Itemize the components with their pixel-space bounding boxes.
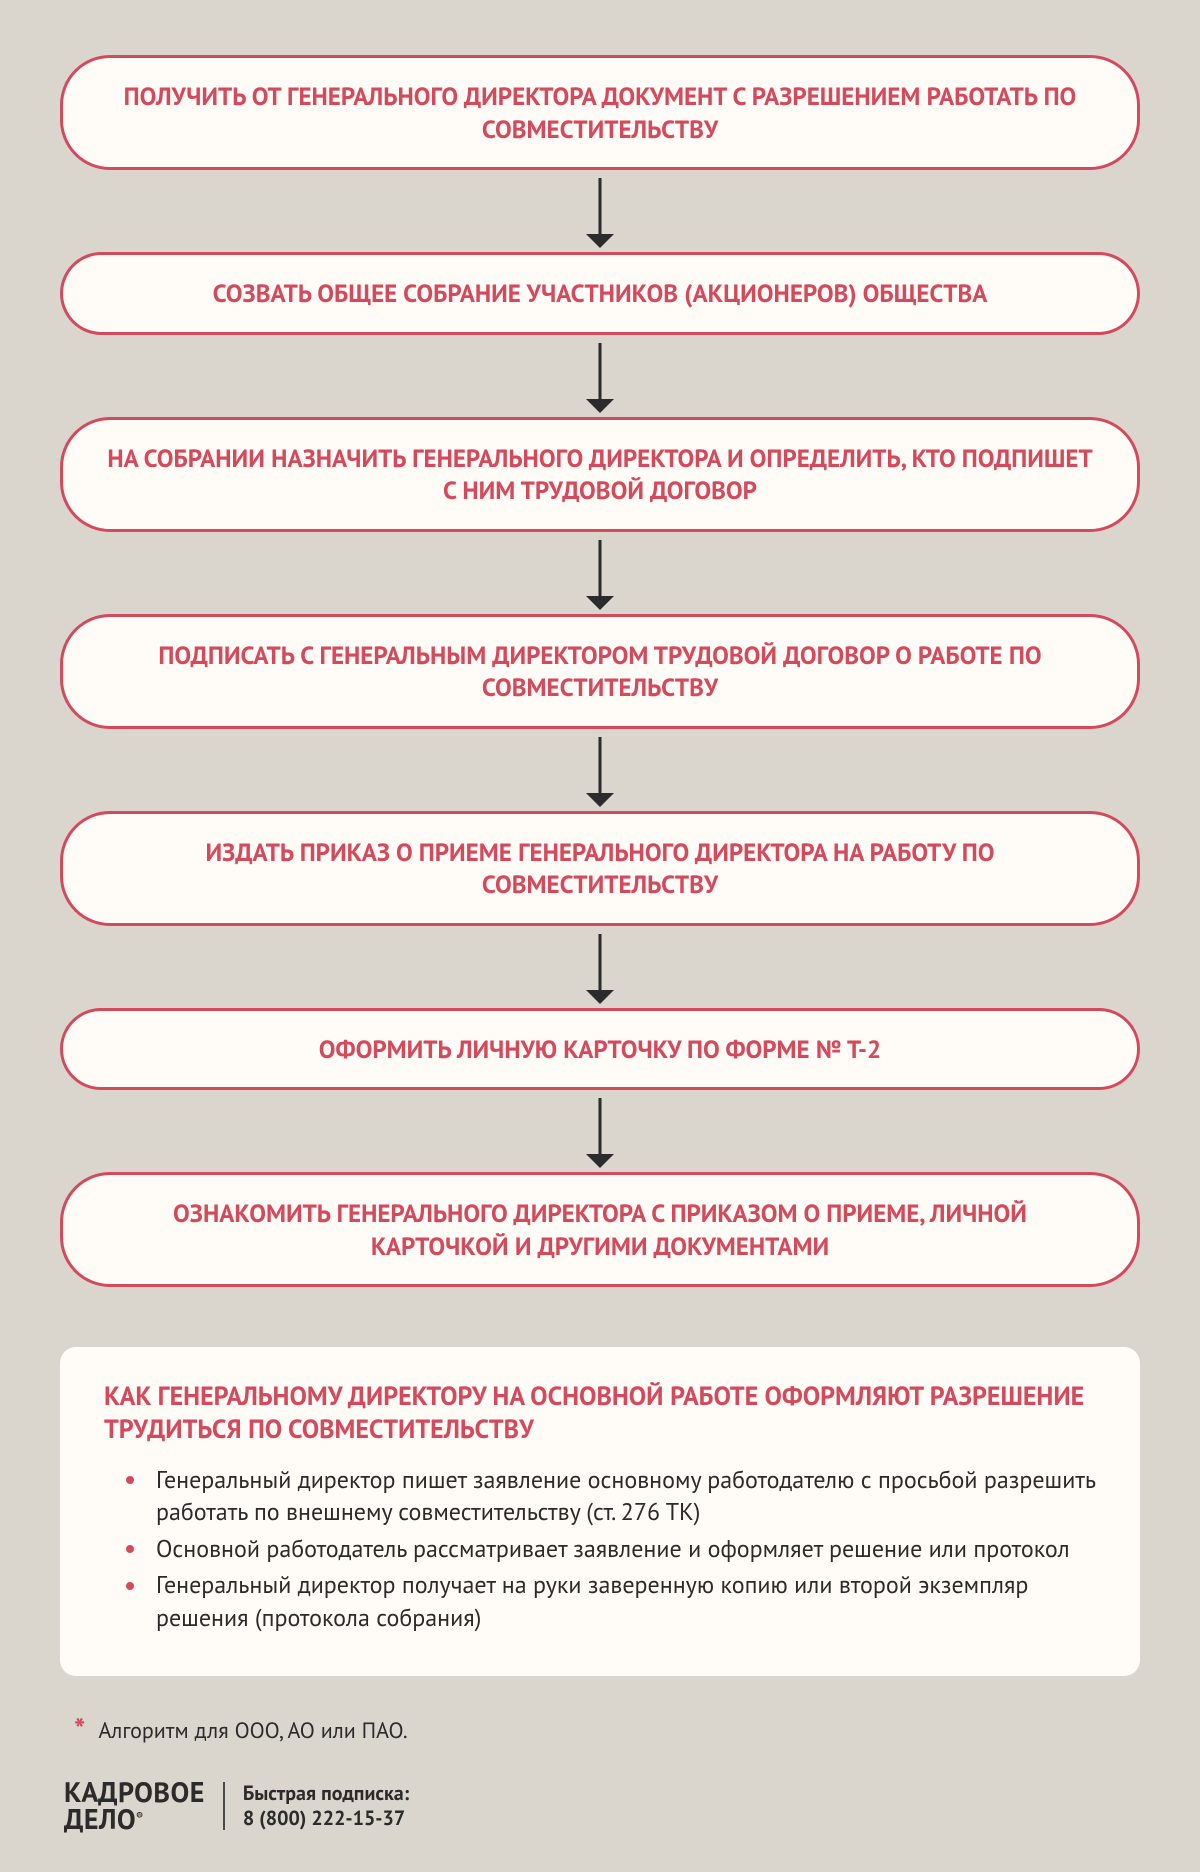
flow-step: ПОЛУЧИТЬ ОТ ГЕНЕРАЛЬНОГО ДИРЕКТОРА ДОКУМ… (60, 55, 1140, 170)
info-list-item: Основной работодатель рассматривает заяв… (126, 1533, 1096, 1565)
logo-line2: ДЕЛО (64, 1800, 136, 1837)
sub-line2: 8 (800) 222-15-37 (243, 1805, 405, 1831)
flow-arrow (60, 335, 1140, 417)
sub-line1: Быстрая подписка: (243, 1780, 409, 1806)
flow-arrow (60, 926, 1140, 1008)
info-panel-list: Генеральный директор пишет заявление осн… (104, 1464, 1096, 1634)
info-list-item: Генеральный директор получает на руки за… (126, 1569, 1096, 1634)
flow-step: ОЗНАКОМИТЬ ГЕНЕРАЛЬНОГО ДИРЕКТОРА С ПРИК… (60, 1172, 1140, 1287)
divider (223, 1782, 225, 1830)
info-panel-title: КАК ГЕНЕРАЛЬНОМУ ДИРЕКТОРУ НА ОСНОВНОЙ Р… (104, 1381, 1096, 1446)
flow-arrow (60, 729, 1140, 811)
flow-step: НА СОБРАНИИ НАЗНАЧИТЬ ГЕНЕРАЛЬНОГО ДИРЕК… (60, 417, 1140, 532)
flow-step: СОЗВАТЬ ОБЩЕЕ СОБРАНИЕ УЧАСТНИКОВ (АКЦИО… (60, 252, 1140, 335)
flow-step: ОФОРМИТЬ ЛИЧНУЮ КАРТОЧКУ ПО ФОРМЕ № Т-2 (60, 1008, 1140, 1091)
footer: КАДРОВОЕ ДЕЛО® Быстрая подписка: 8 (800)… (60, 1779, 1140, 1832)
flow-arrow (60, 532, 1140, 614)
info-panel: КАК ГЕНЕРАЛЬНОМУ ДИРЕКТОРУ НА ОСНОВНОЙ Р… (60, 1347, 1140, 1676)
flowchart: ПОЛУЧИТЬ ОТ ГЕНЕРАЛЬНОГО ДИРЕКТОРА ДОКУМ… (60, 55, 1140, 1287)
flow-arrow (60, 1090, 1140, 1172)
footnote-marker: * (74, 1710, 85, 1749)
flow-step: ПОДПИСАТЬ С ГЕНЕРАЛЬНЫМ ДИРЕКТОРОМ ТРУДО… (60, 614, 1140, 729)
brand-logo: КАДРОВОЕ ДЕЛО® (64, 1779, 205, 1832)
footnote: * Алгоритм для ООО, АО или ПАО. (60, 1710, 1140, 1749)
footnote-text: Алгоритм для ООО, АО или ПАО. (99, 1717, 408, 1745)
flow-step: ИЗДАТЬ ПРИКАЗ О ПРИЕМЕ ГЕНЕРАЛЬНОГО ДИРЕ… (60, 811, 1140, 926)
subscription-info: Быстрая подписка: 8 (800) 222-15-37 (243, 1781, 409, 1831)
flow-arrow (60, 170, 1140, 252)
info-list-item: Генеральный директор пишет заявление осн… (126, 1464, 1096, 1529)
